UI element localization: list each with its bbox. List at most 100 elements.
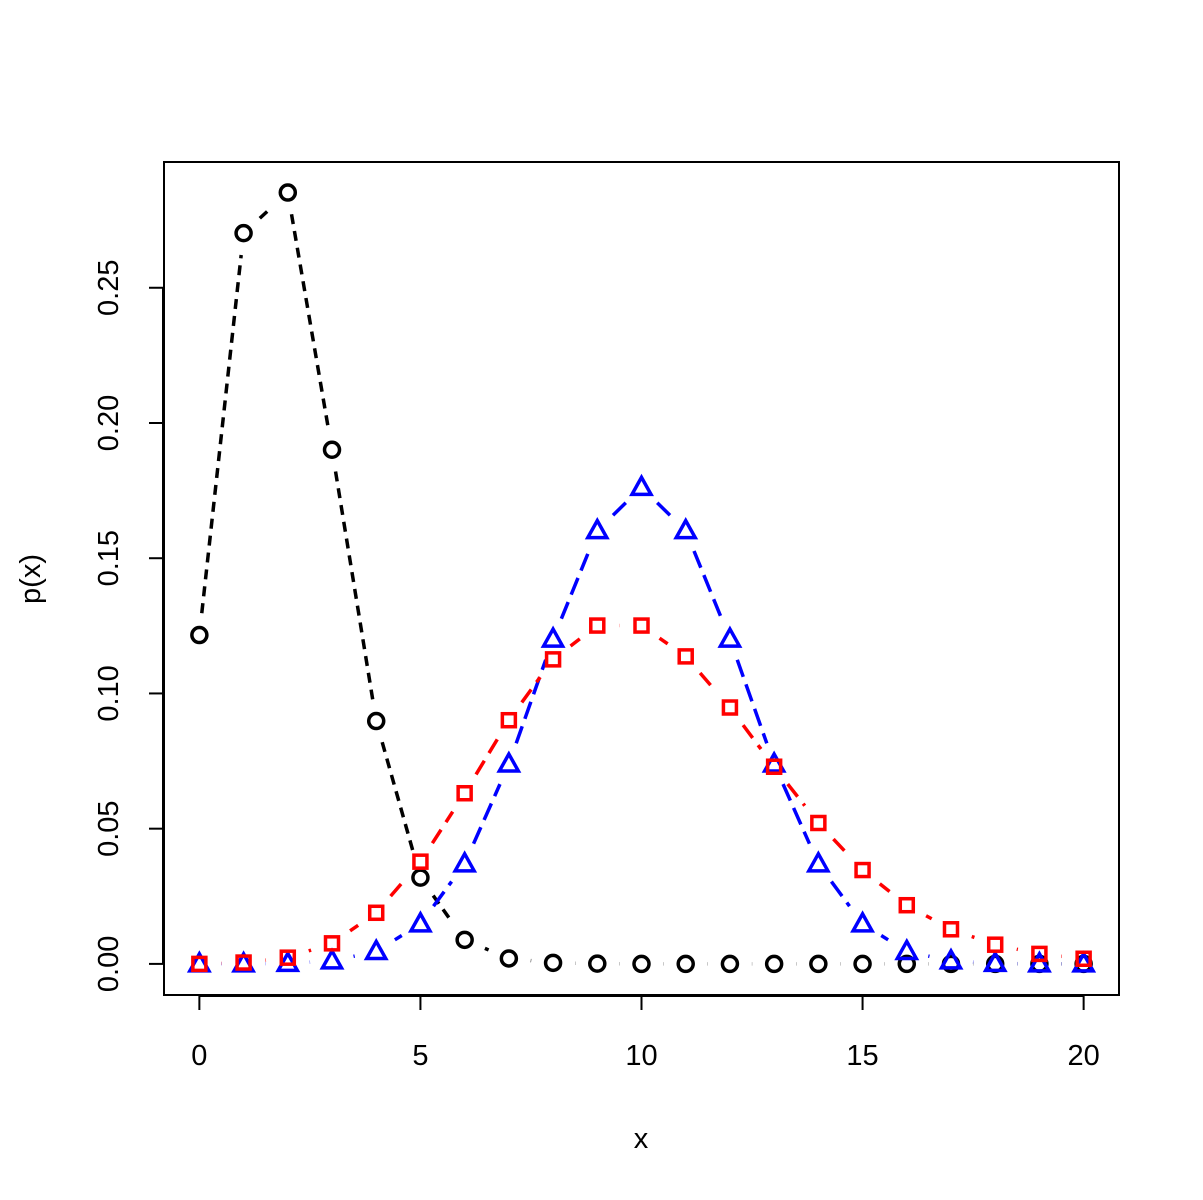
data-point [897,954,917,974]
data-point [717,625,743,648]
series-line-segment [471,783,502,845]
data-point [589,617,606,634]
data-point [235,954,252,971]
y-tick-label: 0.05 [93,800,125,856]
series-line-segment [200,254,243,614]
y-tick-label: 0.00 [93,936,125,992]
series-line-segment [832,837,849,856]
data-point [809,954,828,974]
series-line-segment [741,724,763,751]
data-point [942,921,960,938]
data-point [234,223,253,243]
data-point [540,625,566,648]
series-line-segment [658,636,669,646]
data-point [411,868,430,887]
data-point [544,651,562,668]
data-point [673,517,699,540]
y-tick-label: 0.25 [93,260,125,316]
series-line-segment [655,501,672,517]
series-line-segment [349,923,360,933]
series-line-segment [880,934,890,942]
y-axis-title: p(x) [15,554,47,604]
data-point [366,711,386,731]
data-point [938,947,964,970]
x-axis: 0 5 10 15 20 [191,995,1100,1072]
data-point [363,937,389,961]
data-point [322,440,342,460]
plot-frame [163,161,1120,996]
series-line-segment [878,882,891,893]
series-line-segment [380,741,417,857]
data-point [765,758,783,775]
series-line-segment [389,877,408,898]
data-point [499,949,519,968]
y-tick-label: 0.20 [93,395,125,451]
series-line-segment [514,659,548,744]
data-point [805,850,831,873]
data-point [632,954,651,974]
x-tick-label: 20 [1067,1040,1099,1072]
data-point [676,954,695,974]
data-point [764,954,784,974]
data-point [720,954,740,974]
series-line-segment [432,880,454,908]
series-line-segment [474,738,499,776]
y-axis: 0.00 0.05 0.10 0.15 0.20 0.25 [93,260,164,992]
data-point [319,947,345,970]
series-line-segment [569,637,581,648]
x-tick-label: 15 [846,1040,878,1072]
series-line-segment [484,946,490,952]
x-axis-title: x [634,1123,649,1155]
series-line-segment [333,471,375,700]
x-tick-label: 10 [625,1040,657,1072]
data-point [407,910,433,933]
x-tick-label: 0 [191,1040,207,1072]
series-line-segment [735,659,769,744]
data-point [584,517,610,540]
series-line-segment [559,550,591,620]
series-layer [186,183,1097,974]
series-line-segment [520,676,542,704]
series-line-segment [289,213,331,429]
series-line-segment [430,810,455,845]
data-point [452,850,478,873]
y-tick-label: 0.15 [93,530,125,586]
x-tick-label: 5 [412,1040,428,1072]
data-point [850,910,876,933]
data-point [810,814,827,832]
data-point [629,473,654,497]
data-point [854,861,871,879]
data-point [412,853,429,870]
data-point [278,183,298,202]
series-line-segment [692,550,724,620]
data-point [1031,945,1048,963]
series-line-segment [786,782,807,807]
data-point [677,648,694,665]
y-tick-label: 0.10 [93,665,125,721]
series-line-segment [925,914,933,921]
data-point [986,936,1004,953]
data-point [191,955,208,973]
data-point [455,930,474,950]
data-point [721,699,739,716]
data-point [367,904,385,922]
series-line-segment [971,934,976,940]
data-point [853,954,872,974]
series-square [191,617,1092,973]
series-line-segment [829,880,851,908]
data-point [633,617,650,634]
series-line-segment [393,934,403,942]
data-point [898,896,916,914]
data-point [496,750,522,773]
data-point [500,711,518,729]
data-point [456,784,473,802]
data-point [279,949,297,966]
series-line-segment [258,206,273,220]
data-point [323,935,341,952]
series-line-segment [431,894,454,923]
data-point [543,953,563,973]
data-point [982,949,1008,973]
series-triangle [186,473,1097,973]
series-line-segment [611,501,628,517]
